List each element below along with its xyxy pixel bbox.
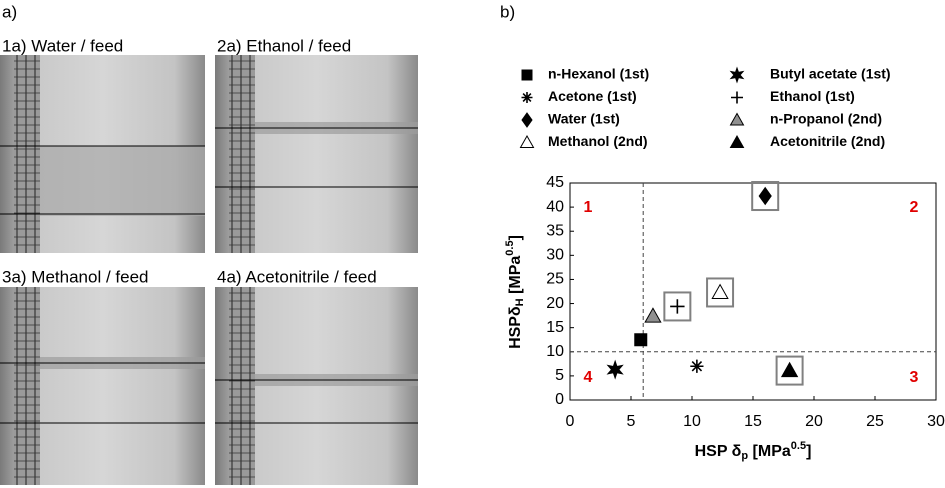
panel-label: b) [500, 2, 515, 21]
highlight-box [775, 355, 804, 386]
ruler [14, 287, 40, 485]
y-tick-label: 35 [546, 222, 564, 239]
y-tick-label: 10 [546, 343, 564, 360]
point [711, 283, 729, 299]
legend-marker [521, 69, 533, 81]
y-tick-label: 40 [546, 198, 564, 215]
legend-marker [519, 134, 535, 148]
highlight-box [663, 291, 692, 322]
ruler [14, 55, 40, 253]
legend-marker [521, 112, 533, 128]
y-tick-label: 45 [546, 174, 564, 191]
y-tick-label: 20 [546, 295, 564, 312]
legend-marker [729, 66, 745, 84]
y-tick-label: 5 [555, 367, 564, 384]
photo-label: 4a) Acetonitrile / feed [217, 267, 377, 286]
x-tick-label: 30 [927, 413, 945, 430]
plot-frame [569, 182, 937, 401]
x-axis-label: HSP δp [MPa0.5] [695, 440, 812, 462]
x-tick-label: 15 [744, 413, 762, 430]
point [634, 333, 648, 347]
legend-label: Acetone (1st) [548, 88, 637, 104]
highlight-box [751, 181, 780, 212]
point [690, 359, 704, 373]
photo-label: 1a) Water / feed [2, 36, 123, 55]
legend-marker [729, 134, 745, 148]
x-tick-label: 0 [566, 413, 575, 430]
legend-label: Butyl acetate (1st) [770, 66, 891, 82]
y-tick-label: 30 [546, 247, 564, 264]
legend-label: n-Hexanol (1st) [548, 66, 649, 82]
quadrant-label: 4 [584, 369, 593, 386]
ruler [229, 55, 255, 253]
x-tick-label: 5 [627, 413, 636, 430]
point [606, 359, 624, 380]
quadrant-label: 3 [910, 369, 919, 386]
ruler [229, 287, 255, 485]
legend-marker [731, 91, 743, 104]
point [670, 299, 685, 314]
photo-label: 2a) Ethanol / feed [217, 36, 351, 55]
point [758, 186, 772, 206]
legend-marker [521, 92, 533, 103]
legend-label: Ethanol (1st) [770, 88, 855, 104]
panel-label: a) [2, 2, 17, 21]
highlight-box [706, 277, 735, 308]
legend-label: n-Propanol (2nd) [770, 111, 882, 127]
x-tick-label: 10 [683, 413, 701, 430]
x-tick-label: 25 [866, 413, 884, 430]
x-tick-label: 20 [805, 413, 823, 430]
y-axis-label: HSPδH [MPa0.5] [504, 235, 526, 349]
quadrant-label: 1 [584, 199, 593, 216]
legend-label: Methanol (2nd) [548, 133, 648, 149]
photo-label: 3a) Methanol / feed [2, 267, 148, 286]
meniscus [40, 146, 205, 216]
point [644, 307, 662, 323]
quadrant-label: 2 [910, 199, 919, 216]
y-tick-label: 25 [546, 271, 564, 288]
photo-panel [0, 55, 418, 485]
legend-label: Acetonitrile (2nd) [770, 133, 885, 149]
point [780, 361, 799, 378]
y-tick-label: 15 [546, 319, 564, 336]
legend-label: Water (1st) [548, 111, 620, 127]
y-tick-label: 0 [555, 391, 564, 408]
legend-marker [729, 112, 745, 126]
